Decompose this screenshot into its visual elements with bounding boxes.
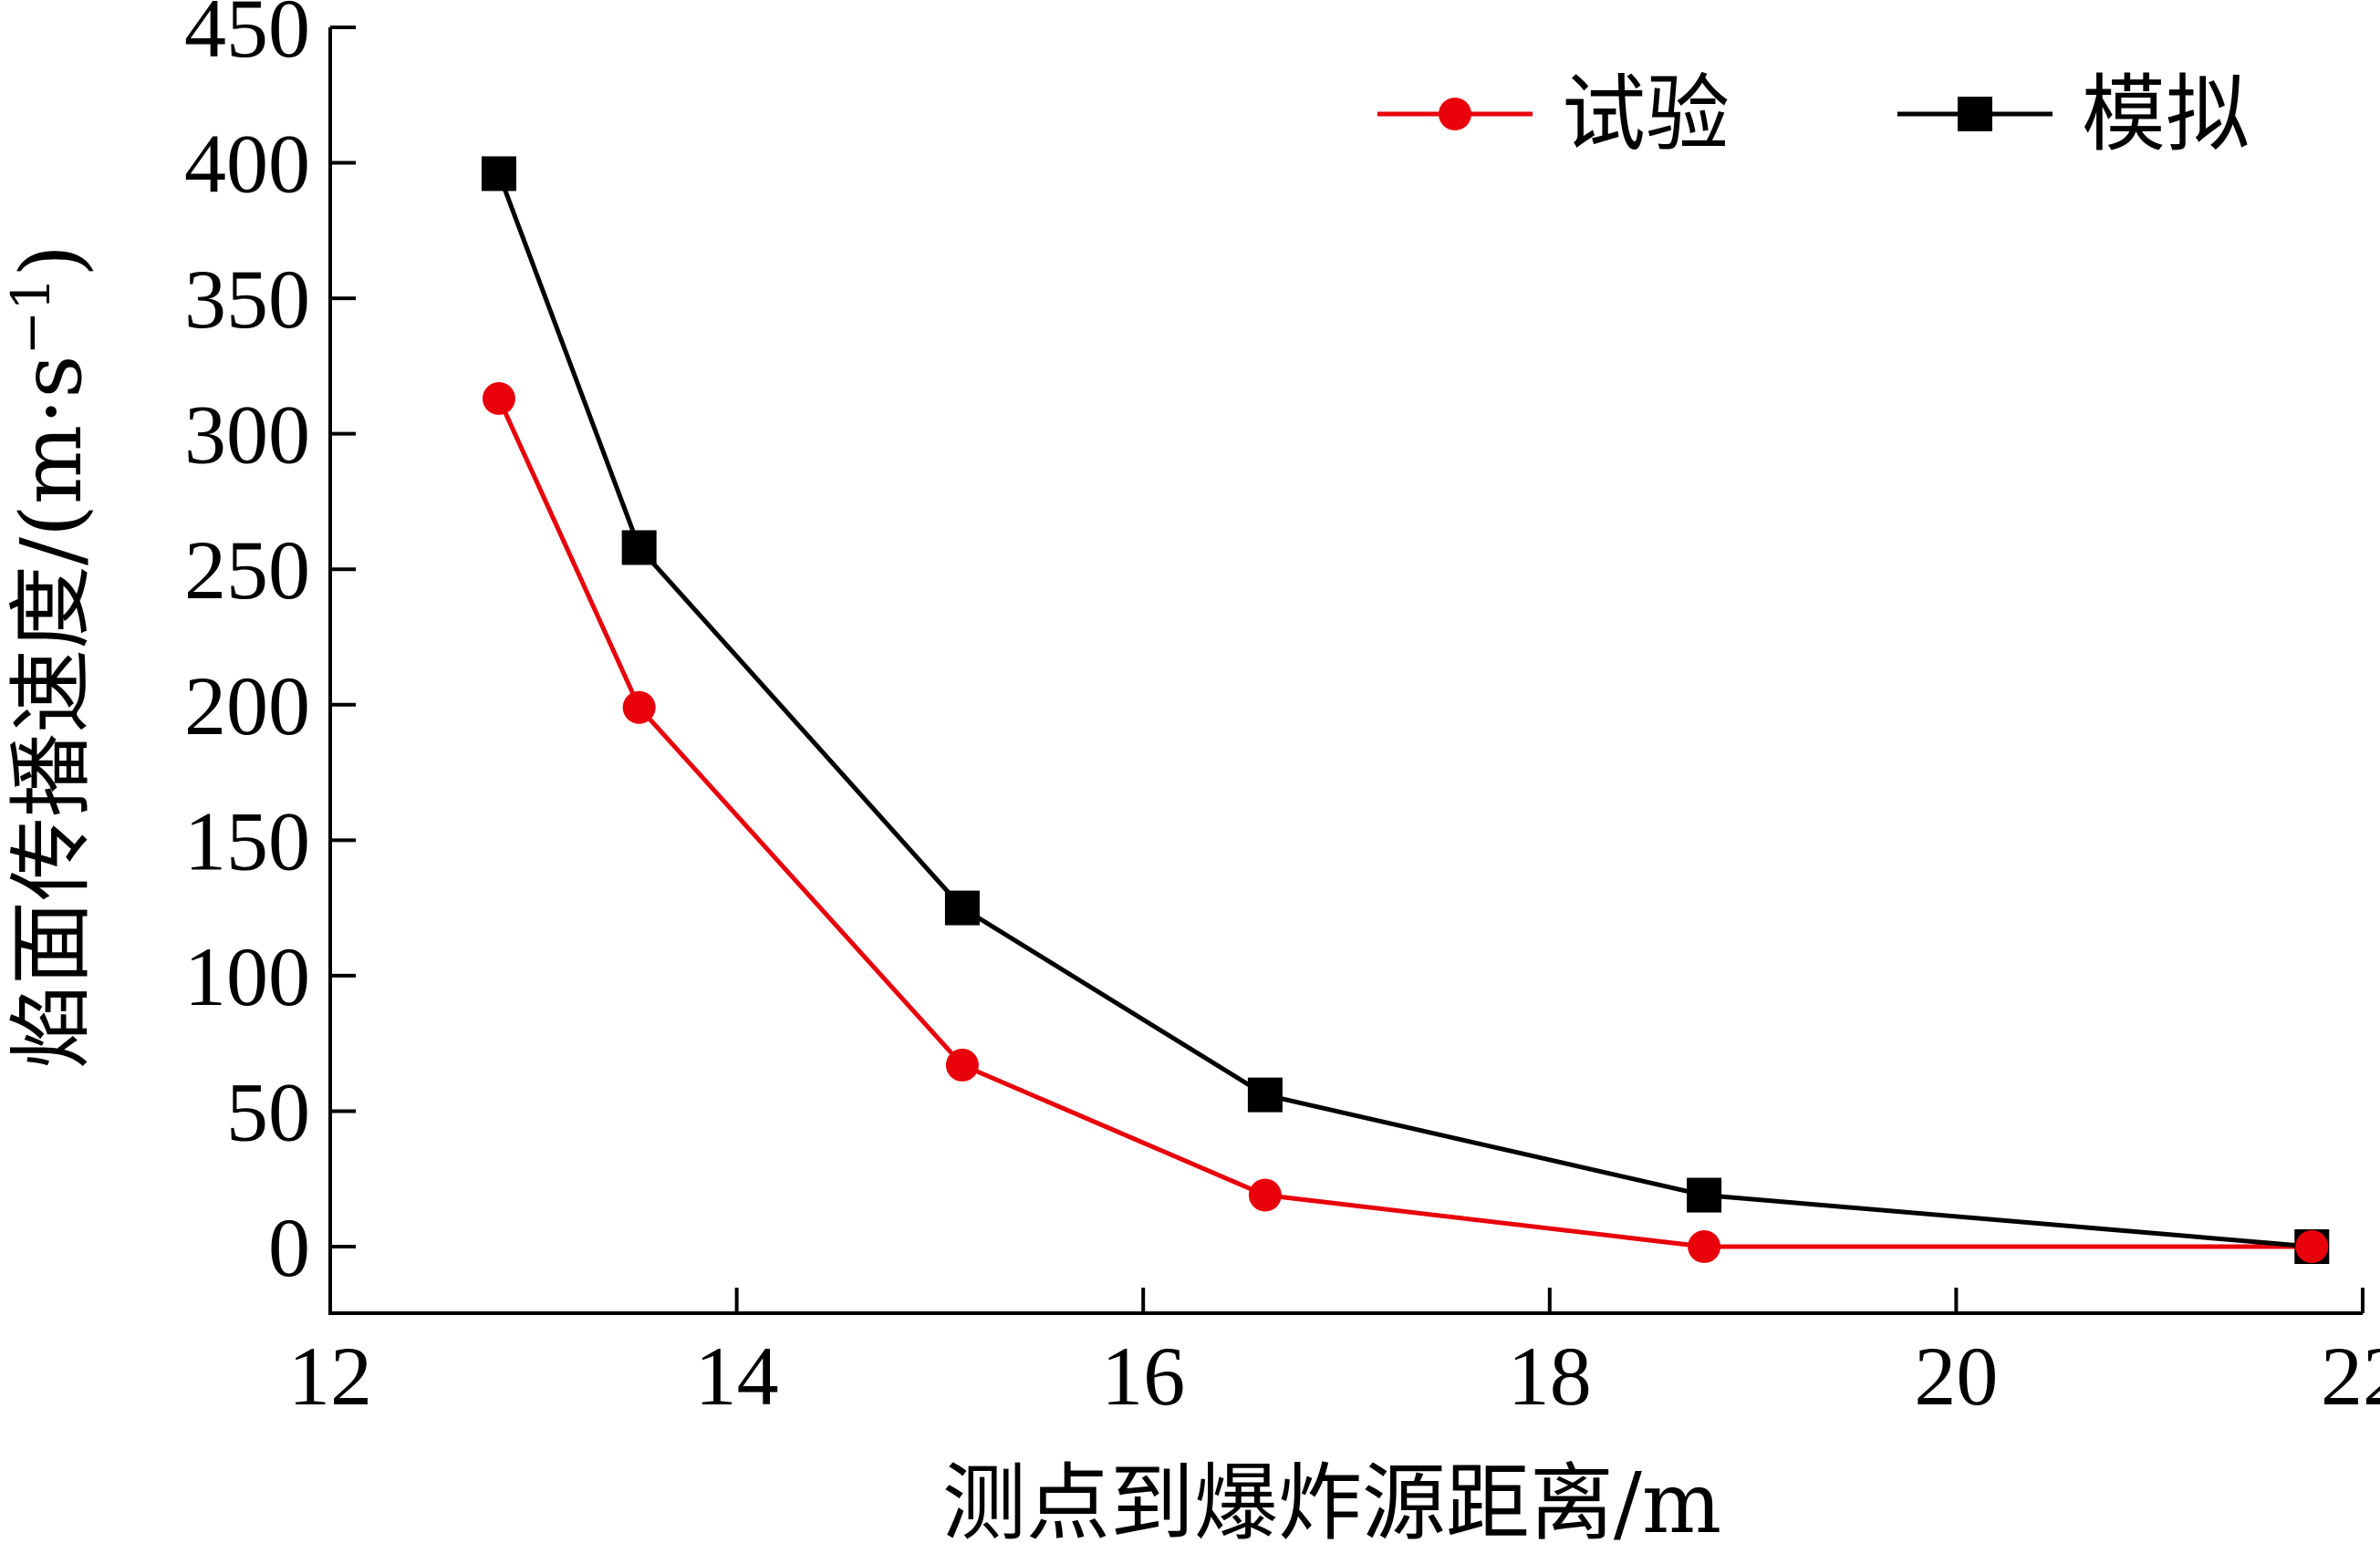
y-tick-label: 100 (184, 930, 310, 1023)
data-point-square (481, 156, 516, 192)
series-lines (496, 172, 2312, 1249)
x-axis-title: 测点到爆炸源距离/m (942, 1455, 1721, 1543)
data-point-square (1687, 1177, 1722, 1213)
x-tick-label: 22 (2321, 1330, 2380, 1423)
data-point-circle (2295, 1230, 2329, 1263)
y-axis-title-main: 焰面传播速度/(m·s (3, 355, 100, 1069)
y-tick-label: 0 (268, 1201, 310, 1294)
y-tick-label: 250 (184, 523, 310, 616)
axes (328, 27, 2363, 1315)
data-point-circle (482, 382, 515, 416)
legend: 试验 模拟 (1377, 66, 2250, 163)
data-point-circle (622, 690, 656, 724)
series-markers (481, 156, 2330, 1264)
data-point-circle (1248, 1178, 1282, 1212)
y-tick-label: 450 (184, 0, 310, 75)
y-tick-label: 350 (184, 253, 310, 346)
x-tick-label: 18 (1508, 1330, 1592, 1423)
x-tick-label: 20 (1914, 1330, 1998, 1423)
data-point-square (944, 890, 980, 926)
axis-frame (328, 27, 2363, 1315)
y-tick-label: 150 (184, 794, 310, 887)
x-tick-label: 12 (288, 1330, 372, 1423)
data-point-square (621, 530, 657, 565)
ticks: 0 50 100 150 200 250 300 350 400 450 12 14 16 18 20 22 (184, 0, 2380, 1423)
y-axis-title-close: ) (3, 244, 100, 277)
y-tick-label: 50 (226, 1065, 310, 1158)
y-tick-label: 400 (184, 118, 310, 211)
legend-marker-square (1958, 97, 1992, 131)
series-line-0 (496, 397, 2312, 1249)
data-point-circle (945, 1048, 979, 1082)
series-line-1 (496, 172, 2312, 1249)
x-tick-label: 16 (1101, 1330, 1185, 1423)
y-axis-title-sup: −1 (0, 277, 62, 356)
legend-marker-circle (1439, 98, 1471, 130)
y-axis-title: 焰面传播速度/(m·s−1) (0, 244, 100, 1069)
data-point-circle (1688, 1230, 1721, 1263)
y-tick-label: 300 (184, 388, 310, 482)
y-tick-label: 200 (184, 659, 310, 752)
legend-label-1: 模拟 (2082, 66, 2250, 163)
legend-label-0: 试验 (1562, 66, 1730, 163)
data-point-square (1247, 1077, 1283, 1113)
x-tick-label: 14 (695, 1330, 779, 1423)
